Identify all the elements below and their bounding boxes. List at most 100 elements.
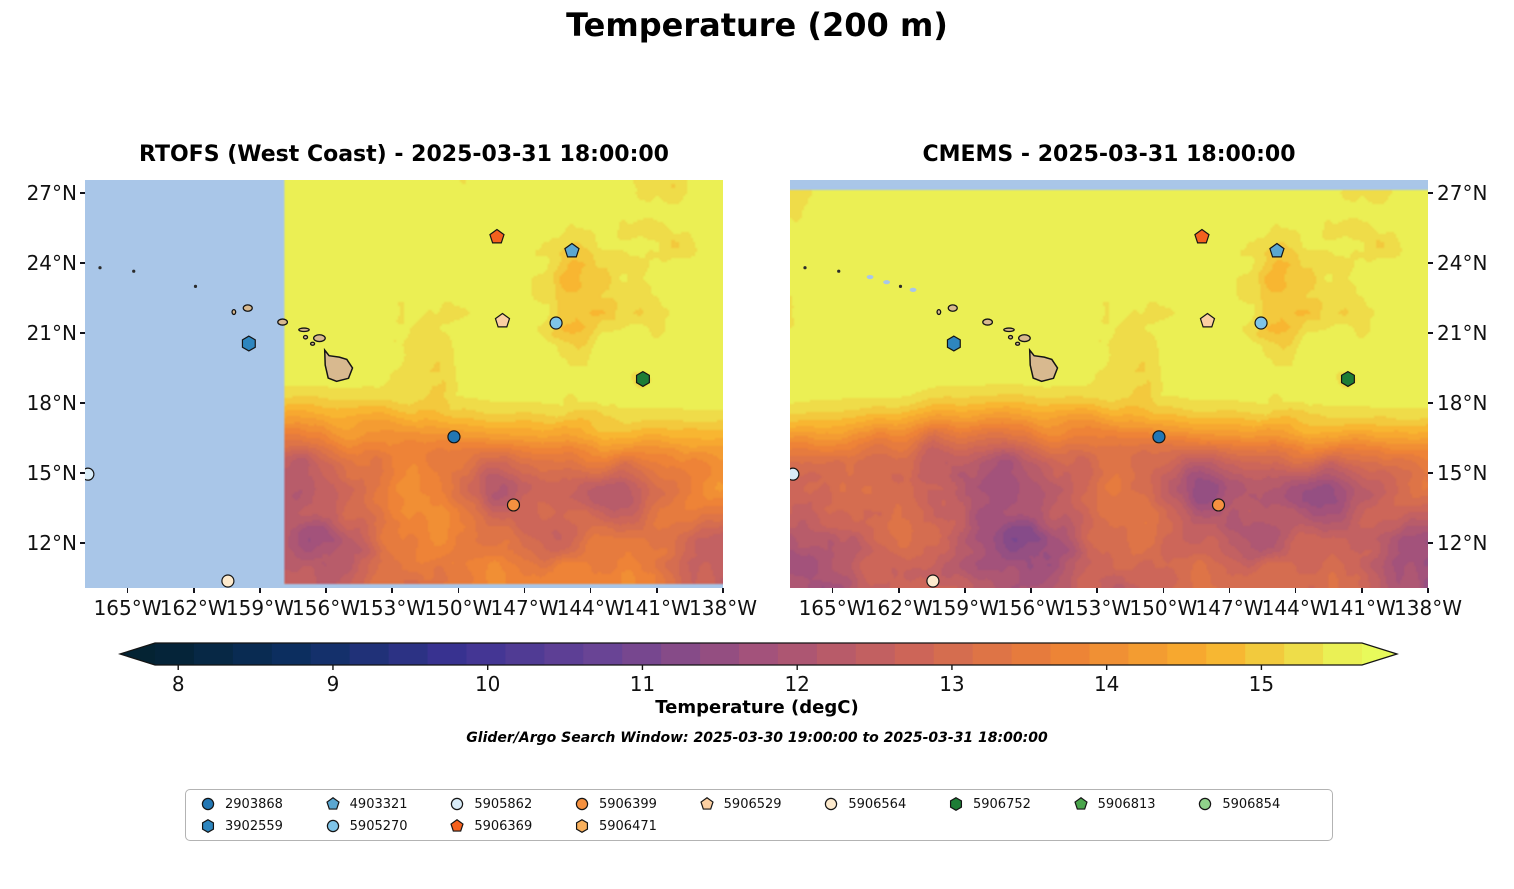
- island: [1003, 327, 1015, 333]
- legend-item-label: 5906813: [1097, 796, 1156, 812]
- y-tick-label: 12°N: [26, 530, 77, 555]
- x-tick-label: 162°W: [864, 596, 933, 620]
- colorbar-tick-label: 15: [1248, 672, 1275, 696]
- panel-cmems-title: CMEMS - 2025-03-31 18:00:00: [922, 142, 1296, 167]
- legend-item-label: 5906529: [723, 796, 782, 812]
- colorbar-segment: [777, 643, 818, 665]
- x-tick-label: 159°W: [930, 596, 999, 620]
- x-tick: [325, 588, 327, 593]
- y-tick: [1428, 192, 1433, 194]
- x-tick-label: 159°W: [225, 596, 294, 620]
- legend-item-5906529: 5906529: [699, 793, 820, 815]
- island: [277, 318, 289, 326]
- y-tick-label: 21°N: [26, 321, 77, 346]
- colorbar-outline: [117, 642, 1400, 666]
- y-tick: [80, 192, 85, 194]
- colorbar-segment: [1011, 643, 1052, 665]
- legend-item-label: 4903321: [349, 796, 408, 812]
- legend-item-label: 3902559: [225, 818, 283, 834]
- legend-item-3902559: 3902559: [200, 815, 321, 837]
- island: [309, 341, 316, 346]
- x-tick-label: 165°W: [93, 596, 162, 620]
- legend-marker-2903868: [201, 797, 215, 811]
- islet: [98, 266, 102, 270]
- x-tick: [831, 588, 834, 593]
- float-marker-5906752: [1340, 370, 1355, 388]
- circle-marker-icon: [326, 819, 339, 833]
- x-tick-label: 165°W: [798, 596, 867, 620]
- y-tick-label: 12°N: [1437, 530, 1488, 555]
- y-tick-label: 24°N: [26, 251, 77, 276]
- colorbar-tick-label: 14: [1093, 672, 1120, 696]
- x-tick: [1361, 588, 1363, 593]
- colorbar-segment: [622, 643, 663, 665]
- legend-marker-5906752: [949, 797, 963, 811]
- float-legend: 2903868 3902559 4903321 5905270 5905862 59063…: [185, 789, 1333, 841]
- legend-item-label: 5906369: [474, 818, 533, 834]
- islet: [898, 284, 903, 288]
- y-tick: [1428, 332, 1433, 334]
- legend-marker-5906813: [1073, 796, 1088, 810]
- island: [312, 334, 326, 343]
- cmems-map: [790, 180, 1428, 588]
- x-tick: [1030, 588, 1032, 593]
- rtofs-map: [85, 180, 723, 588]
- hexagon-marker-icon: [949, 797, 963, 811]
- islet: [803, 266, 807, 270]
- islet: [837, 269, 841, 273]
- island: [231, 308, 237, 316]
- y-tick-label: 27°N: [1437, 181, 1488, 206]
- cmems-map-overlay: [790, 228, 1355, 588]
- float-marker-2903868: [447, 430, 461, 444]
- legend-marker-3902559: [201, 819, 215, 833]
- colorbar-segment: [661, 643, 702, 665]
- x-tick: [589, 588, 592, 593]
- legend-item-5906854: 5906854: [1197, 793, 1318, 815]
- x-tick: [192, 588, 195, 593]
- legend-marker-5905270: [326, 819, 339, 833]
- pentagon-marker-icon: [1073, 796, 1088, 810]
- colorbar-segment: [894, 643, 935, 665]
- legend-item-label: 5905270: [349, 818, 408, 834]
- float-marker-3902559: [241, 335, 256, 352]
- x-tick-label: 141°W: [622, 596, 691, 620]
- colorbar-segment: [427, 643, 468, 665]
- y-tick-label: 24°N: [1437, 251, 1488, 276]
- colorbar-segment: [544, 643, 585, 665]
- x-tick: [656, 588, 658, 593]
- colorbar-segment: [583, 643, 624, 665]
- y-tick-label: 18°N: [26, 391, 77, 415]
- y-tick: [80, 332, 85, 334]
- islet: [193, 284, 198, 288]
- legend-item-5906471: 5906471: [574, 815, 695, 837]
- figure-title: Temperature (200 m): [566, 6, 948, 44]
- x-tick: [964, 588, 966, 593]
- colorbar-tick-label: 8: [171, 672, 185, 696]
- colorbar: [117, 642, 1400, 670]
- island: [242, 304, 253, 312]
- x-tick: [722, 588, 724, 593]
- x-tick-label: 156°W: [997, 596, 1066, 620]
- x-tick: [897, 588, 900, 593]
- legend-item-5906399: 5906399: [574, 793, 695, 815]
- colorbar-segment: [816, 643, 857, 665]
- y-tick: [1428, 472, 1433, 474]
- y-tick: [80, 472, 85, 474]
- float-marker-5905270: [549, 316, 563, 330]
- island: [1017, 334, 1031, 343]
- legend-marker-5906564: [825, 797, 838, 811]
- legend-marker-4903321: [325, 796, 340, 810]
- float-marker-5906564: [221, 574, 235, 588]
- hexagon-marker-icon: [575, 819, 589, 833]
- x-tick: [1427, 588, 1429, 593]
- legend-item-label: 5906564: [848, 796, 907, 812]
- hexagon-marker-icon: [201, 819, 215, 833]
- float-marker-5906529: [1199, 312, 1216, 328]
- y-tick: [80, 402, 85, 404]
- islet: [132, 269, 136, 273]
- legend-item-label: 2903868: [225, 796, 283, 812]
- x-tick: [1096, 588, 1098, 593]
- colorbar-tick-label: 9: [326, 672, 340, 696]
- legend-item-label: 5906471: [598, 818, 657, 834]
